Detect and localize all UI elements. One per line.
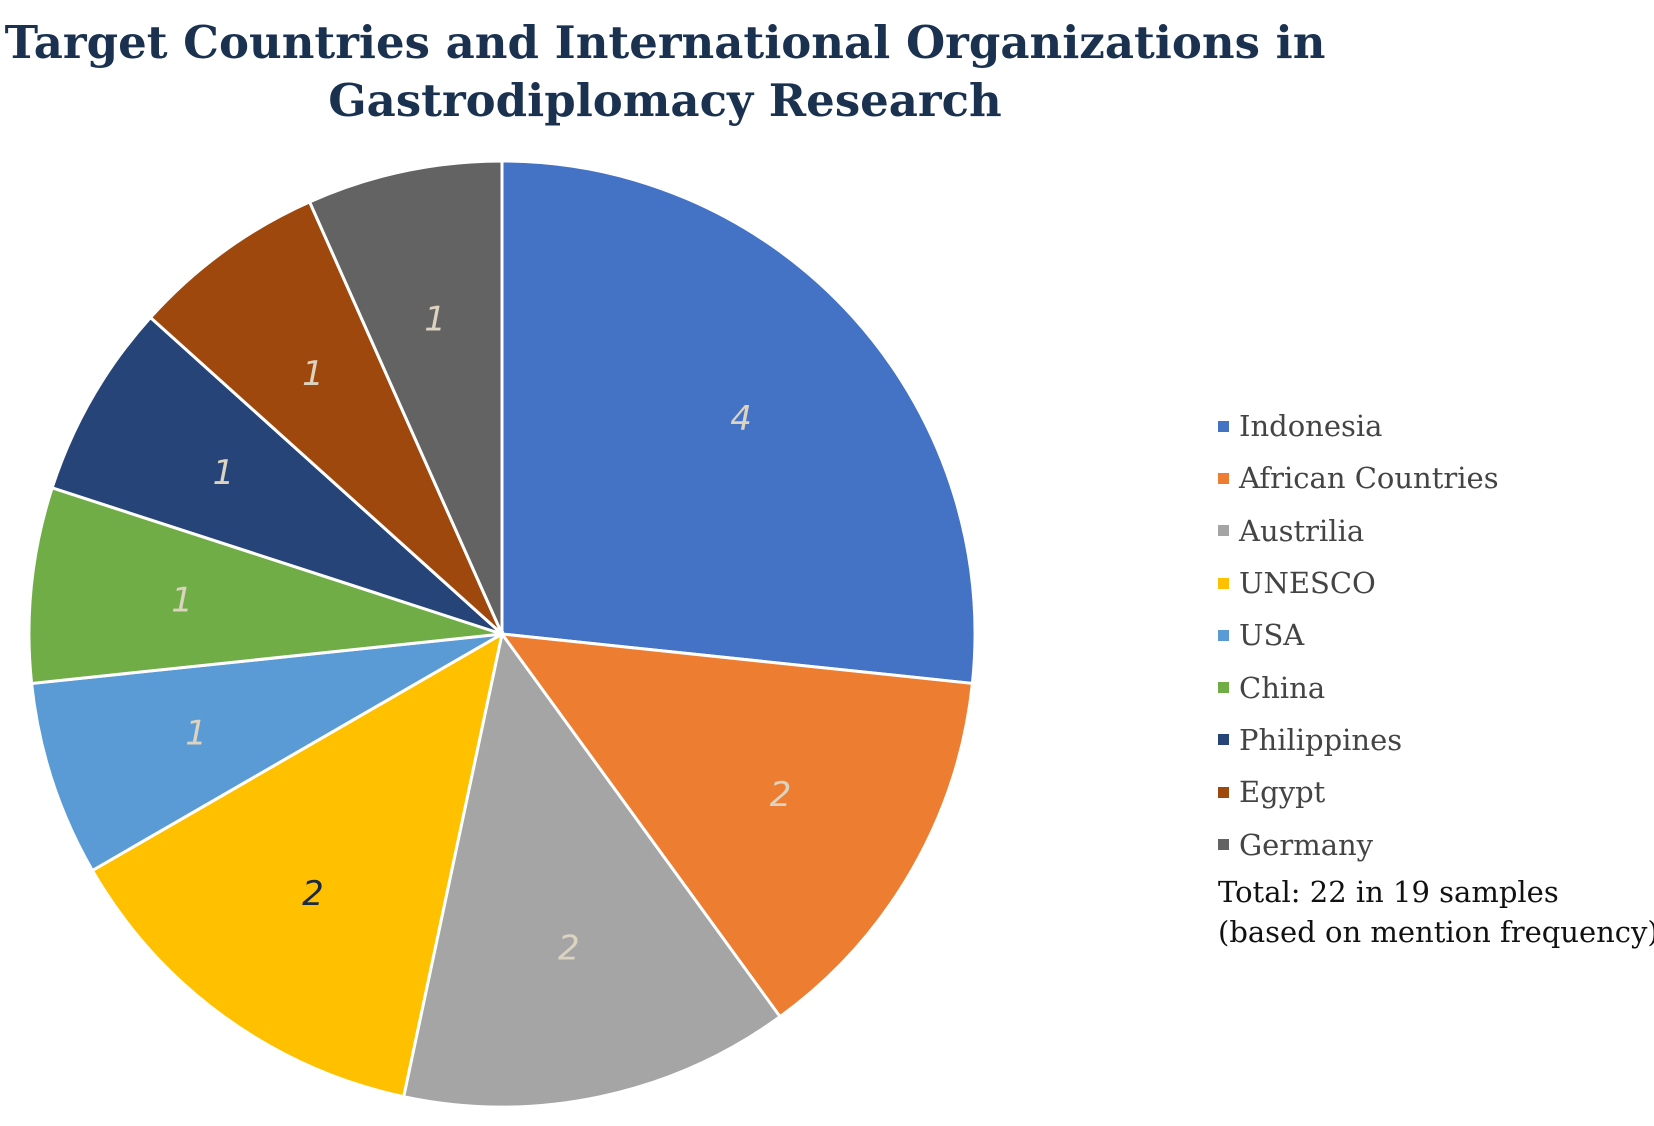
pie-slice-egypt <box>148 199 504 636</box>
legend-label: African Countries <box>1239 461 1499 496</box>
legend-item-unesco: UNESCO <box>1218 557 1499 609</box>
data-label-germany: 1 <box>424 299 446 339</box>
legend-label: Philippines <box>1239 722 1403 757</box>
legend-item-indonesia: Indonesia <box>1218 400 1499 452</box>
data-label-china: 1 <box>171 580 193 620</box>
data-label-philippines: 1 <box>213 453 235 493</box>
chart-note: Total: 22 in 19 samples (based on mentio… <box>1218 872 1654 952</box>
data-label-unesco: 2 <box>302 874 324 914</box>
legend-swatch <box>1218 682 1229 694</box>
legend-swatch <box>1218 525 1229 537</box>
legend-swatch <box>1218 734 1229 746</box>
legend-swatch <box>1218 420 1229 432</box>
pie-slice-african-countries <box>498 632 975 1019</box>
pie-slice-indonesia <box>500 159 977 686</box>
pie-slice-austrilia <box>401 630 783 1109</box>
legend-label: Austrilia <box>1239 513 1365 548</box>
legend-item-usa: USA <box>1218 609 1499 661</box>
legend-label: UNESCO <box>1239 566 1376 601</box>
note-line-basis: (based on mention frequency) <box>1218 915 1654 949</box>
legend-swatch <box>1218 839 1229 851</box>
legend-swatch <box>1218 472 1229 484</box>
legend-item-philippines: Philippines <box>1218 714 1499 766</box>
legend-label: Egypt <box>1239 775 1326 810</box>
data-label-austrilia: 2 <box>558 929 580 969</box>
chart-title-line-1: Target Countries and International Organ… <box>4 16 1326 69</box>
pie-slice-germany <box>307 159 504 635</box>
pie-slice-usa <box>29 632 503 873</box>
legend-item-african-countries: African Countries <box>1218 452 1499 504</box>
chart-title-line-2: Gastrodiplomacy Research <box>328 74 1002 127</box>
legend-item-germany: Germany <box>1218 818 1499 870</box>
legend-label: Indonesia <box>1239 409 1383 444</box>
legend-item-china: China <box>1218 661 1499 713</box>
legend-item-egypt: Egypt <box>1218 766 1499 818</box>
data-label-egypt: 1 <box>302 354 324 394</box>
chart-title: Target Countries and International Organ… <box>0 14 1330 130</box>
legend-label: China <box>1239 670 1326 705</box>
legend-swatch <box>1218 577 1229 589</box>
legend-label: Germany <box>1239 827 1374 862</box>
pie-slice-philippines <box>50 315 504 636</box>
legend-swatch <box>1218 786 1229 798</box>
data-label-african-countries: 2 <box>770 775 792 815</box>
legend-swatch <box>1218 629 1229 641</box>
legend-label: USA <box>1239 618 1305 653</box>
pie-slice-china <box>27 485 503 686</box>
data-label-indonesia: 4 <box>730 399 752 439</box>
pie-slice-unesco <box>90 631 505 1099</box>
data-label-usa: 1 <box>185 713 207 753</box>
legend-item-austrilia: Austrilia <box>1218 505 1499 557</box>
note-line-total: Total: 22 in 19 samples <box>1218 875 1559 909</box>
chart-legend: Indonesia African Countries Austrilia UNESC… <box>1218 400 1499 871</box>
